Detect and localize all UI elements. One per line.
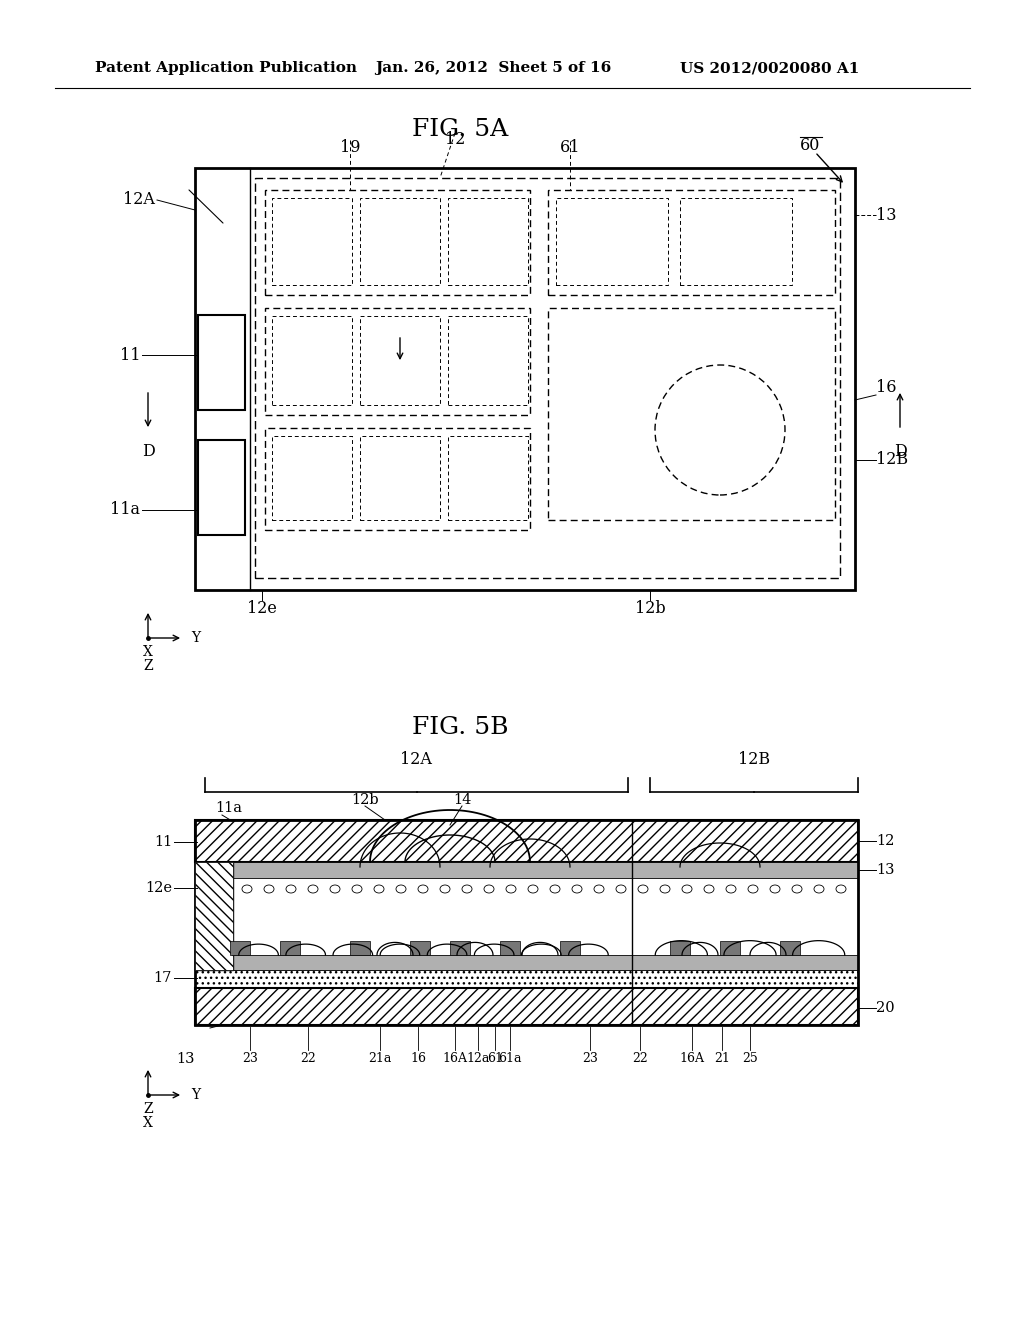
Bar bbox=[255, 178, 840, 578]
Text: 61: 61 bbox=[487, 1052, 503, 1065]
Bar bbox=[410, 941, 430, 954]
Bar bbox=[230, 941, 250, 954]
Text: 14: 14 bbox=[453, 793, 471, 807]
Text: 12B: 12B bbox=[876, 451, 908, 469]
Text: 13: 13 bbox=[876, 206, 896, 223]
Text: 12b: 12b bbox=[635, 601, 666, 616]
Text: FIG. 5B: FIG. 5B bbox=[412, 717, 508, 739]
Bar bbox=[272, 198, 352, 285]
Bar bbox=[195, 987, 858, 1026]
Text: 13: 13 bbox=[176, 1052, 195, 1067]
Bar bbox=[560, 941, 580, 954]
Bar bbox=[195, 168, 855, 590]
Bar bbox=[195, 820, 858, 1026]
Text: Z: Z bbox=[143, 659, 153, 673]
Text: 16A: 16A bbox=[442, 1052, 468, 1065]
Bar bbox=[449, 436, 528, 520]
Bar bbox=[548, 190, 835, 294]
Bar bbox=[548, 308, 835, 520]
Bar bbox=[680, 198, 792, 285]
Text: 19: 19 bbox=[340, 140, 360, 157]
Bar bbox=[720, 941, 740, 954]
Text: 12B: 12B bbox=[738, 751, 770, 768]
Text: 12: 12 bbox=[444, 132, 465, 149]
Bar bbox=[198, 440, 245, 535]
Text: 23: 23 bbox=[242, 1052, 258, 1065]
Bar bbox=[265, 428, 530, 531]
Text: 12a: 12a bbox=[466, 1052, 489, 1065]
Text: 22: 22 bbox=[300, 1052, 315, 1065]
Text: 17: 17 bbox=[154, 972, 172, 985]
Bar bbox=[195, 820, 858, 862]
Bar bbox=[272, 315, 352, 405]
Bar bbox=[780, 941, 800, 954]
Bar bbox=[195, 970, 858, 987]
Bar bbox=[360, 198, 440, 285]
Text: 20: 20 bbox=[876, 1001, 895, 1015]
Bar bbox=[500, 941, 520, 954]
Bar bbox=[450, 941, 470, 954]
Text: 21a: 21a bbox=[369, 1052, 392, 1065]
Text: D: D bbox=[141, 444, 155, 461]
Text: X: X bbox=[143, 1115, 153, 1130]
Text: 12b: 12b bbox=[351, 793, 379, 807]
Text: US 2012/0020080 A1: US 2012/0020080 A1 bbox=[680, 61, 859, 75]
Text: 21: 21 bbox=[714, 1052, 730, 1065]
Text: 11: 11 bbox=[120, 346, 140, 363]
Bar bbox=[195, 954, 858, 970]
Bar bbox=[272, 436, 352, 520]
Text: Z: Z bbox=[143, 1102, 153, 1115]
Text: 25: 25 bbox=[742, 1052, 758, 1065]
Bar bbox=[195, 900, 858, 954]
Bar bbox=[195, 862, 233, 970]
Bar bbox=[195, 862, 233, 970]
Text: 16: 16 bbox=[410, 1052, 426, 1065]
Text: 61a: 61a bbox=[499, 1052, 522, 1065]
Text: 11a: 11a bbox=[110, 502, 140, 519]
Text: 12A: 12A bbox=[400, 751, 432, 768]
Bar bbox=[195, 862, 858, 878]
Text: 22: 22 bbox=[632, 1052, 648, 1065]
Text: D: D bbox=[894, 444, 906, 461]
Text: 60: 60 bbox=[800, 136, 820, 153]
Bar bbox=[265, 190, 530, 294]
Text: Y: Y bbox=[191, 631, 201, 645]
Text: Jan. 26, 2012  Sheet 5 of 16: Jan. 26, 2012 Sheet 5 of 16 bbox=[375, 61, 611, 75]
Bar bbox=[360, 436, 440, 520]
Text: Y: Y bbox=[191, 1088, 201, 1102]
Text: 12A: 12A bbox=[123, 191, 155, 209]
Text: FIG. 5A: FIG. 5A bbox=[412, 119, 508, 141]
Text: 23: 23 bbox=[582, 1052, 598, 1065]
Text: 12e: 12e bbox=[247, 601, 276, 616]
Bar bbox=[449, 198, 528, 285]
Text: X: X bbox=[143, 645, 153, 659]
Text: 11a: 11a bbox=[215, 801, 242, 814]
Bar bbox=[670, 941, 690, 954]
Text: 12: 12 bbox=[876, 834, 894, 847]
Text: 12e: 12e bbox=[145, 880, 172, 895]
Text: Patent Application Publication: Patent Application Publication bbox=[95, 61, 357, 75]
Text: 16: 16 bbox=[876, 380, 896, 396]
Bar bbox=[360, 315, 440, 405]
Text: 16A: 16A bbox=[680, 1052, 705, 1065]
Bar bbox=[449, 315, 528, 405]
Bar bbox=[556, 198, 668, 285]
Bar bbox=[350, 941, 370, 954]
Text: 11: 11 bbox=[154, 836, 172, 849]
Bar bbox=[265, 308, 530, 414]
Text: 61: 61 bbox=[560, 140, 581, 157]
Text: 13: 13 bbox=[876, 863, 895, 876]
Bar bbox=[280, 941, 300, 954]
Bar bbox=[198, 315, 245, 411]
